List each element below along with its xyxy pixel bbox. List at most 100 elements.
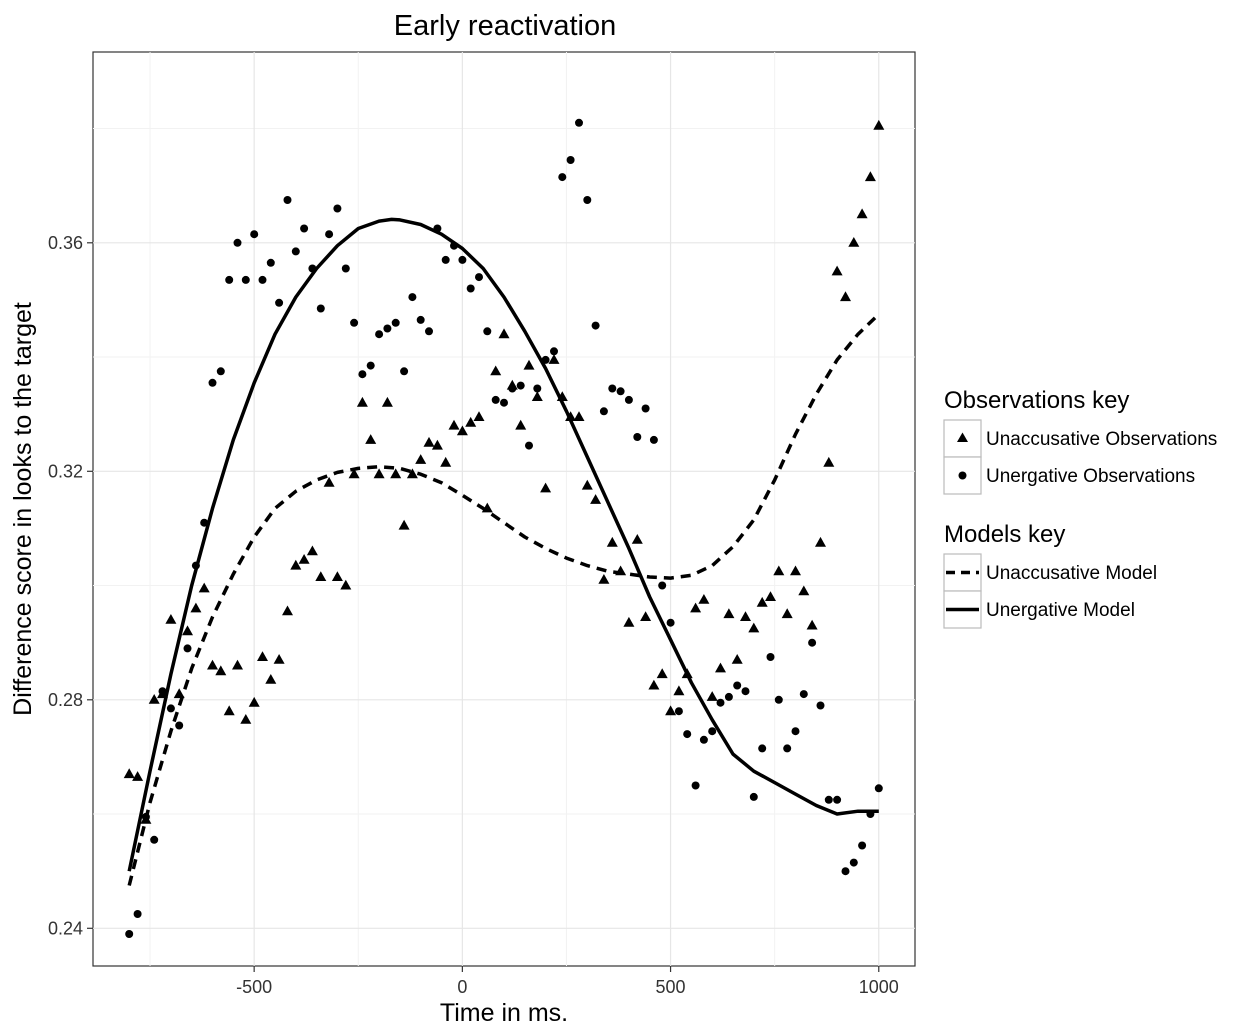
unergative-observation-point xyxy=(500,398,508,407)
unergative-observation-point xyxy=(316,304,325,313)
unergative-observation-point xyxy=(333,204,342,213)
unergative-observation-point xyxy=(433,224,442,233)
unergative-observation-point xyxy=(591,321,600,330)
unaccusative-observation-point xyxy=(715,662,726,673)
unaccusative-observation-point xyxy=(415,454,427,464)
unaccusative-observation-point xyxy=(615,565,627,576)
unergative-observation-point xyxy=(733,681,742,690)
unergative-observation-point xyxy=(350,318,359,327)
unaccusative-observation-point xyxy=(523,359,535,370)
unaccusative-observation-point xyxy=(173,688,185,699)
unergative-observation-point xyxy=(716,698,725,707)
unaccusative-observation-point xyxy=(348,468,360,479)
unergative-observation-point xyxy=(441,255,450,264)
unergative-observation-point xyxy=(799,690,808,699)
unaccusative-observation-point xyxy=(831,265,843,276)
unergative-observation-point xyxy=(766,653,775,661)
legend-models-title: Models key xyxy=(944,521,1065,548)
unaccusative-observation-point xyxy=(381,396,393,407)
unaccusative-observation-point xyxy=(282,605,293,616)
unergative-observation-point xyxy=(525,441,533,450)
series-layer xyxy=(123,118,885,938)
unaccusative-observation-point xyxy=(315,571,327,581)
unergative-observation-point xyxy=(741,687,750,696)
unergative-observation-point xyxy=(558,173,567,182)
legend-observations-title: Observations key xyxy=(944,387,1129,414)
y-axis-title: Difference score in looks to the target xyxy=(9,302,37,716)
unaccusative-observation-point xyxy=(365,434,377,444)
x-tick-label: 0 xyxy=(457,977,467,997)
unergative-observation-point xyxy=(575,118,583,127)
unaccusative-observation-point xyxy=(756,596,768,607)
x-tick-label: -500 xyxy=(236,977,272,997)
unaccusative-observation-point xyxy=(331,571,343,581)
unaccusative-observation-point xyxy=(223,705,235,716)
unaccusative-observation-point xyxy=(656,668,668,679)
unergative-observation-point xyxy=(150,835,159,844)
unaccusative-observation-point xyxy=(873,119,885,130)
unaccusative-observation-point xyxy=(481,502,493,513)
unaccusative-observation-point xyxy=(598,574,610,584)
legend-label-unaccusative-model: Unaccusative Model xyxy=(986,563,1157,584)
unergative-observation-point xyxy=(191,561,200,570)
unergative-observation-point xyxy=(491,395,500,404)
unaccusative-observation-point xyxy=(406,468,418,479)
unergative-observation-point xyxy=(200,518,209,527)
legend-label-unergative-model: Unergative Model xyxy=(986,600,1135,621)
unaccusative-observation-point xyxy=(790,565,801,576)
unergative-observation-point xyxy=(849,858,858,867)
unergative-observation-point xyxy=(308,264,317,273)
unaccusative-observation-point xyxy=(373,468,385,479)
unaccusative-observation-point xyxy=(556,391,568,401)
unergative-observation-point xyxy=(283,196,292,204)
unergative-observation-point xyxy=(699,735,708,744)
unaccusative-observation-point xyxy=(731,654,743,664)
unergative-observation-point xyxy=(783,744,792,753)
unaccusative-observation-point xyxy=(565,411,577,421)
unergative-observation-point xyxy=(133,910,142,918)
unaccusative-observation-point xyxy=(623,616,635,627)
unergative-observation-point xyxy=(466,284,475,293)
unaccusative-observation-point xyxy=(781,608,793,619)
unergative-observation-point xyxy=(683,730,692,739)
axis-ticks: -500 0 500 1000 0.24 0.28 0.32 0.36 xyxy=(48,233,899,997)
unaccusative-observation-point xyxy=(848,237,860,247)
unergative-observation-point xyxy=(749,792,758,801)
unaccusative-observation-point xyxy=(773,565,785,576)
unergative-observation-point xyxy=(658,581,667,590)
unergative-observation-point xyxy=(583,196,592,204)
unaccusative-observation-point xyxy=(265,674,277,684)
unergative-observation-point xyxy=(225,275,234,284)
unaccusative-observation-point xyxy=(240,714,252,724)
unaccusative-observation-point xyxy=(440,456,452,467)
unergative-observation-point xyxy=(508,384,517,393)
unergative-observation-point xyxy=(858,841,867,850)
unaccusative-observation-point xyxy=(182,625,193,636)
unergative-observation-point xyxy=(183,644,192,653)
unaccusative-observation-point xyxy=(798,585,810,596)
unergative-observation-point xyxy=(158,687,167,696)
unergative-observation-point xyxy=(674,707,683,716)
unergative-observation-point xyxy=(275,298,284,307)
unergative-observation-point xyxy=(633,433,642,441)
unaccusative-observation-point xyxy=(498,328,510,339)
unaccusative-observation-point xyxy=(823,456,835,467)
x-tick-label: 1000 xyxy=(859,977,899,997)
legend-triangle-icon xyxy=(957,432,968,442)
unaccusative-observation-point xyxy=(856,208,868,219)
unergative-observation-point xyxy=(566,156,575,164)
unergative-observation-point xyxy=(141,812,150,821)
unergative-observation-point xyxy=(291,247,300,256)
unaccusative-observation-point xyxy=(606,536,618,547)
unaccusative-observation-point xyxy=(123,768,135,779)
unaccusative-observation-point xyxy=(448,419,460,430)
unergative-observation-point xyxy=(341,264,350,273)
unergative-observation-point xyxy=(216,367,225,376)
unergative-observation-point xyxy=(774,695,783,704)
unergative-observation-point xyxy=(233,238,242,247)
unaccusative-observation-point xyxy=(631,534,643,544)
unaccusative-observation-point xyxy=(290,559,302,570)
unaccusative-observation-point xyxy=(665,705,677,716)
unaccusative-observation-point xyxy=(248,696,260,707)
